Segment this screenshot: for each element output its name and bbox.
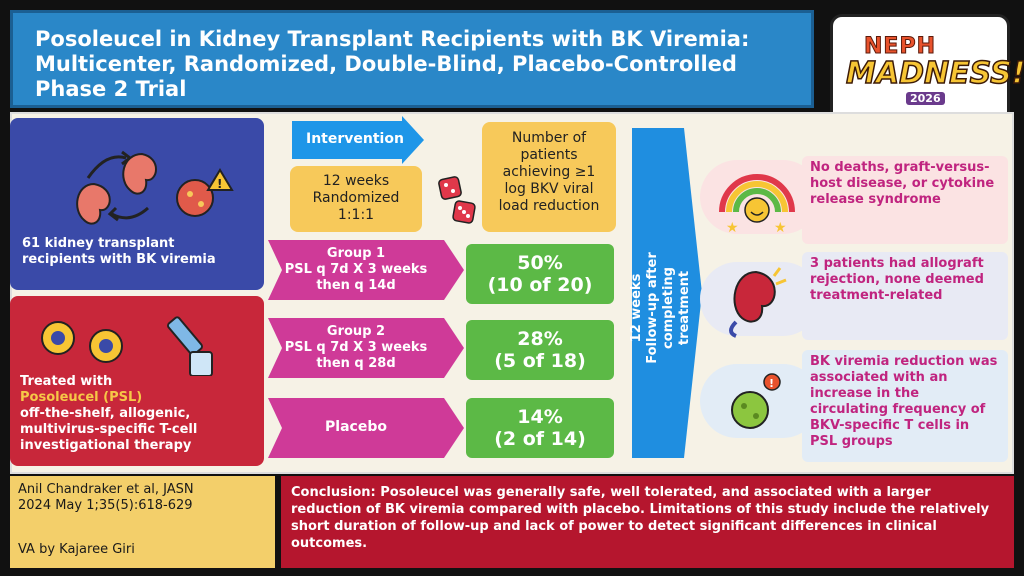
placebo-result: 14% (2 of 14): [466, 398, 614, 458]
followup-line3: treatment: [677, 270, 692, 346]
group-2-result: 28% (5 of 18): [466, 320, 614, 380]
drug-name: Posoleucel (PSL): [20, 390, 143, 405]
placebo-notch: [268, 398, 282, 458]
intervention-label: Intervention: [306, 131, 404, 147]
outcome-2-box: 3 patients had allograft rejection, none…: [802, 252, 1008, 340]
design-box: 12 weeks Randomized 1:1:1: [290, 166, 422, 232]
svg-text:★: ★: [774, 220, 787, 234]
va-author: VA by Kajaree Giri: [18, 542, 135, 557]
satisfaction-rainbow-icon: ★ ★: [719, 174, 795, 234]
placebo-pct: 14%: [517, 406, 563, 428]
intervention-arrow-tip: [402, 116, 424, 164]
design-randomized: Randomized: [312, 190, 400, 206]
group-1-arrow: Group 1 PSL q 7d X 3 weeks then q 14d: [268, 240, 444, 300]
citation-box: Anil Chandraker et al, JASN 2024 May 1;3…: [10, 476, 275, 568]
placebo-name: Placebo: [325, 419, 387, 435]
placebo-tip: [444, 398, 464, 458]
kidney-transplant-icon: !: [76, 150, 234, 225]
population-card: ! 61 kidney transplant recipients with B…: [10, 118, 264, 290]
group-1-name: Group 1: [326, 246, 386, 261]
svg-text:!: !: [769, 377, 774, 390]
conclusion-box: Conclusion: Posoleucel was generally saf…: [281, 476, 1014, 568]
group-2-pct: 28%: [517, 328, 563, 350]
intervention-arrow: [292, 121, 402, 159]
group-1-pct: 50%: [517, 252, 563, 274]
group-2-notch: [268, 318, 282, 378]
group-2-regimen2: then q 28d: [316, 356, 396, 371]
group-1-regimen2: then q 14d: [316, 278, 396, 293]
page-title: Posoleucel in Kidney Transplant Recipien…: [35, 27, 750, 101]
design-ratio: 1:1:1: [337, 207, 375, 223]
placebo-arrow: Placebo: [268, 398, 444, 458]
group-2-count: (5 of 18): [494, 350, 586, 372]
logo-year: 2026: [906, 92, 945, 105]
group-1-result: 50% (10 of 20): [466, 244, 614, 304]
citation-line1: Anil Chandraker et al, JASN: [18, 482, 194, 497]
treatment-prefix: Treated with: [20, 374, 113, 389]
svg-text:!: !: [217, 177, 222, 191]
group-1-regimen: PSL q 7d X 3 weeks: [284, 262, 428, 277]
outcome-header-text: Number of patients achieving ≥1 log BKV …: [498, 130, 600, 214]
group-2-name: Group 2: [326, 324, 386, 339]
treatment-text: Treated with Posoleucel (PSL) off-the-sh…: [20, 374, 258, 454]
outcome-header-box: Number of patients achieving ≥1 log BKV …: [482, 122, 616, 232]
logo-neph: NEPH: [864, 34, 936, 60]
treatment-card: Treated with Posoleucel (PSL) off-the-sh…: [10, 296, 264, 466]
group-2-tip: [444, 318, 464, 378]
treatment-description: off-the-shelf, allogenic, multivirus-spe…: [20, 406, 198, 453]
group-2-regimen: PSL q 7d X 3 weeks: [284, 340, 428, 355]
group-1-count: (10 of 20): [487, 274, 593, 296]
outcome-1-box: No deaths, graft-versus-host disease, or…: [802, 156, 1008, 244]
placebo-count: (2 of 14): [494, 428, 586, 450]
followup-line2: Follow-up after completing: [645, 252, 676, 364]
virus-icon: !: [731, 373, 781, 429]
group-1-tip: [444, 240, 464, 300]
kidney-icon: [729, 267, 787, 338]
header-banner: Posoleucel in Kidney Transplant Recipien…: [10, 10, 814, 108]
logo-madness: MADNESS!: [845, 55, 1024, 92]
followup-text: 12 weeks Follow-up after completing trea…: [629, 233, 693, 383]
followup-arrow: [632, 128, 684, 458]
design-duration: 12 weeks: [322, 173, 390, 189]
group-1-notch: [268, 240, 282, 300]
group-2-arrow: Group 2 PSL q 7d X 3 weeks then q 28d: [268, 318, 444, 378]
t-cell-syringe-icon: [41, 316, 213, 376]
followup-duration: 12 weeks: [629, 273, 644, 343]
citation-line2: 2024 May 1;35(5):618-629: [18, 498, 193, 513]
population-text: 61 kidney transplant recipients with BK …: [22, 236, 216, 267]
outcome-3-box: BK viremia reduction was associated with…: [802, 350, 1008, 462]
dice-icon: [438, 176, 476, 224]
svg-text:★: ★: [726, 220, 739, 234]
logo-speech-bubble: [830, 14, 1010, 126]
followup-arrow-tip: [684, 128, 702, 458]
